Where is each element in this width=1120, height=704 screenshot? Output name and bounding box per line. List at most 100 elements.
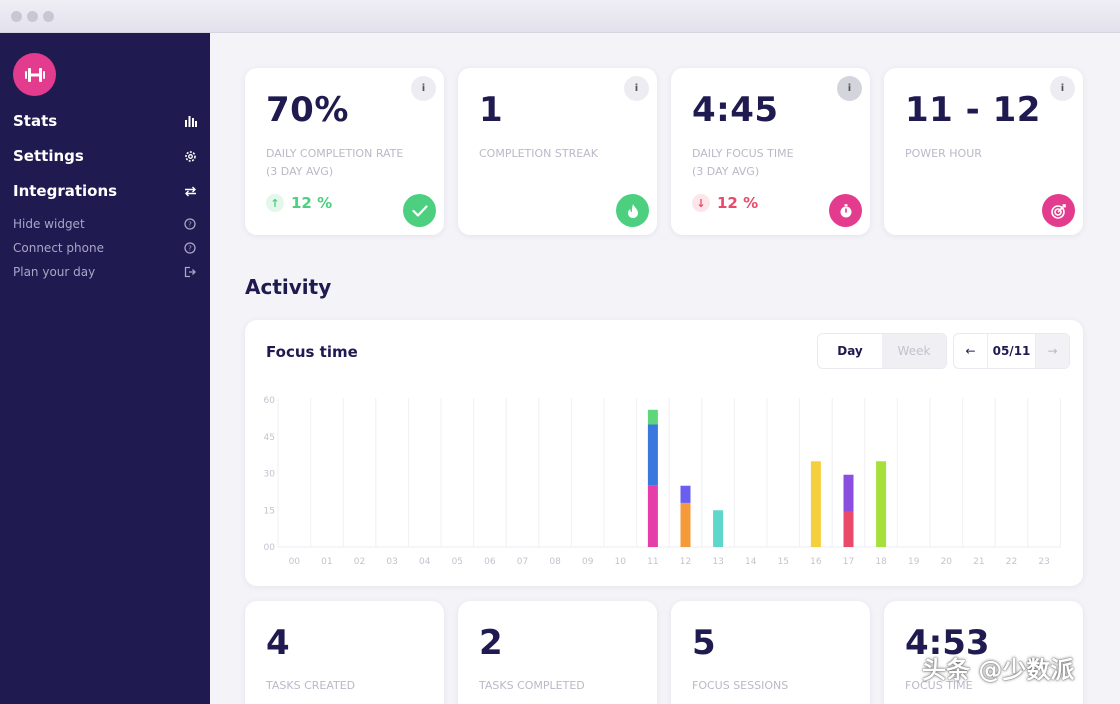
sidebar-item-label: Plan your day (13, 265, 96, 279)
x-tick-label: 12 (680, 557, 691, 567)
sidebar-item-settings[interactable]: Settings (13, 144, 197, 168)
window-close-button[interactable] (11, 11, 22, 22)
app-logo[interactable] (13, 53, 56, 96)
info-button[interactable]: i (411, 76, 436, 101)
x-tick-label: 07 (517, 557, 528, 567)
delta-value: 12 % (291, 194, 333, 212)
sidebar-item-label: Integrations (13, 182, 118, 200)
delta-indicator: ↓ 12 % (692, 194, 758, 212)
sidebar-item-plan-your-day[interactable]: Plan your day (13, 262, 197, 282)
x-tick-label: 15 (778, 557, 789, 567)
x-tick-label: 04 (419, 557, 431, 567)
bar-segment-11 (647, 409, 658, 425)
stat-label-line: DAILY COMPLETION RATE (266, 147, 404, 160)
x-tick-label: 11 (647, 557, 658, 567)
current-date: 05/11 (987, 334, 1036, 368)
stat-card-focus-sessions: 5 FOCUS SESSIONS (671, 601, 870, 704)
sidebar-item-label: Connect phone (13, 241, 104, 255)
stat-card-completion-streak: 1 COMPLETION STREAK i (458, 68, 657, 235)
date-navigator: ← 05/11 → (953, 333, 1070, 369)
stat-label-line: (3 DAY AVG) (266, 165, 334, 178)
sidebar-item-hide-widget[interactable]: Hide widget ? (13, 214, 197, 234)
bar-segment-18 (876, 461, 887, 547)
stat-label: COMPLETION STREAK (479, 147, 598, 160)
stat-card-tasks-created: 4 TASKS CREATED (245, 601, 444, 704)
y-tick-label: 30 (264, 470, 276, 480)
focus-time-bar-chart: 60 45 30 15 00 00 01 02 03 04 05 06 07 08 09 10 11 12 13 14… (264, 396, 1061, 567)
dumbbell-icon (24, 67, 45, 82)
arrow-up-icon: ↑ (266, 194, 284, 212)
stopwatch-icon (829, 194, 862, 227)
stat-card-focus-time: 4:53 FOCUS TIME (884, 601, 1083, 704)
chart-title: Focus time (266, 343, 358, 361)
y-tick-label: 15 (264, 506, 275, 516)
gear-icon (183, 149, 197, 163)
bar-segment-12 (680, 485, 691, 503)
stat-card-daily-focus-time: 4:45 DAILY FOCUS TIME (3 DAY AVG) i ↓ 12… (671, 68, 870, 235)
sidebar-item-connect-phone[interactable]: Connect phone ? (13, 238, 197, 258)
tab-week[interactable]: Week (882, 334, 946, 368)
sidebar-item-label: Hide widget (13, 217, 85, 231)
svg-text:?: ? (188, 221, 192, 229)
stat-label: POWER HOUR (905, 147, 982, 160)
bar-segment-11 (647, 424, 658, 486)
next-date-button[interactable]: → (1036, 334, 1069, 368)
info-button[interactable]: i (837, 76, 862, 101)
stat-card-tasks-completed: 2 TASKS COMPLETED (458, 601, 657, 704)
x-tick-label: 08 (549, 557, 561, 567)
delta-value: 12 % (717, 194, 759, 212)
stat-label: FOCUS SESSIONS (692, 679, 789, 692)
bar-segment-17 (843, 474, 854, 512)
stat-value: 70% (266, 90, 349, 130)
window-minimize-button[interactable] (27, 11, 38, 22)
x-tick-label: 06 (484, 557, 496, 567)
x-tick-label: 18 (875, 557, 887, 567)
info-icon: i (421, 83, 426, 94)
x-tick-label: 02 (354, 557, 365, 567)
bar-chart-icon (183, 114, 197, 128)
help-circle-icon: ? (183, 217, 197, 231)
arrow-down-icon: ↓ (692, 194, 710, 212)
stat-value: 11 - 12 (905, 90, 1041, 130)
x-tick-label: 10 (615, 557, 627, 567)
target-icon (1042, 194, 1075, 227)
sidebar-item-stats[interactable]: Stats (13, 109, 197, 133)
sidebar-item-label: Settings (13, 147, 84, 165)
bar-segment-17 (843, 511, 854, 547)
stat-value: 2 (479, 623, 503, 663)
info-button[interactable]: i (1050, 76, 1075, 101)
x-tick-label: 21 (973, 557, 984, 567)
bar-segment-13 (713, 510, 724, 547)
x-tick-label: 14 (745, 557, 757, 567)
flame-icon (616, 194, 649, 227)
window-maximize-button[interactable] (43, 11, 54, 22)
info-button[interactable]: i (624, 76, 649, 101)
x-tick-label: 16 (810, 557, 822, 567)
stat-value: 4:53 (905, 623, 990, 663)
x-tick-label: 17 (843, 557, 854, 567)
stat-label-line: DAILY FOCUS TIME (692, 147, 794, 160)
delta-indicator: ↑ 12 % (266, 194, 332, 212)
arrow-right-icon: → (1047, 344, 1058, 358)
stat-value: 4 (266, 623, 290, 663)
tab-day[interactable]: Day (818, 334, 882, 368)
stat-value: 1 (479, 90, 504, 130)
info-icon: i (1060, 83, 1065, 94)
sidebar-item-integrations[interactable]: Integrations (13, 179, 197, 203)
watermark: 头条 @少数派 (922, 656, 1075, 684)
sidebar-item-label: Stats (13, 112, 58, 130)
stat-value: 4:45 (692, 90, 779, 130)
stat-card-power-hour: 11 - 12 POWER HOUR i (884, 68, 1083, 235)
main-content: 70% DAILY COMPLETION RATE (3 DAY AVG) i … (210, 33, 1120, 704)
stat-label: TASKS CREATED (266, 679, 356, 692)
x-tick-label: 20 (941, 557, 953, 567)
stat-card-completion-rate: 70% DAILY COMPLETION RATE (3 DAY AVG) i … (245, 68, 444, 235)
y-tick-label: 45 (264, 433, 275, 443)
stat-label: TASKS COMPLETED (479, 679, 585, 692)
stat-label: DAILY FOCUS TIME (3 DAY AVG) (692, 145, 842, 181)
info-icon: i (634, 83, 639, 94)
stat-value: 5 (692, 623, 716, 663)
arrow-left-icon: ← (965, 344, 976, 358)
exit-icon (183, 265, 197, 279)
prev-date-button[interactable]: ← (954, 334, 987, 368)
